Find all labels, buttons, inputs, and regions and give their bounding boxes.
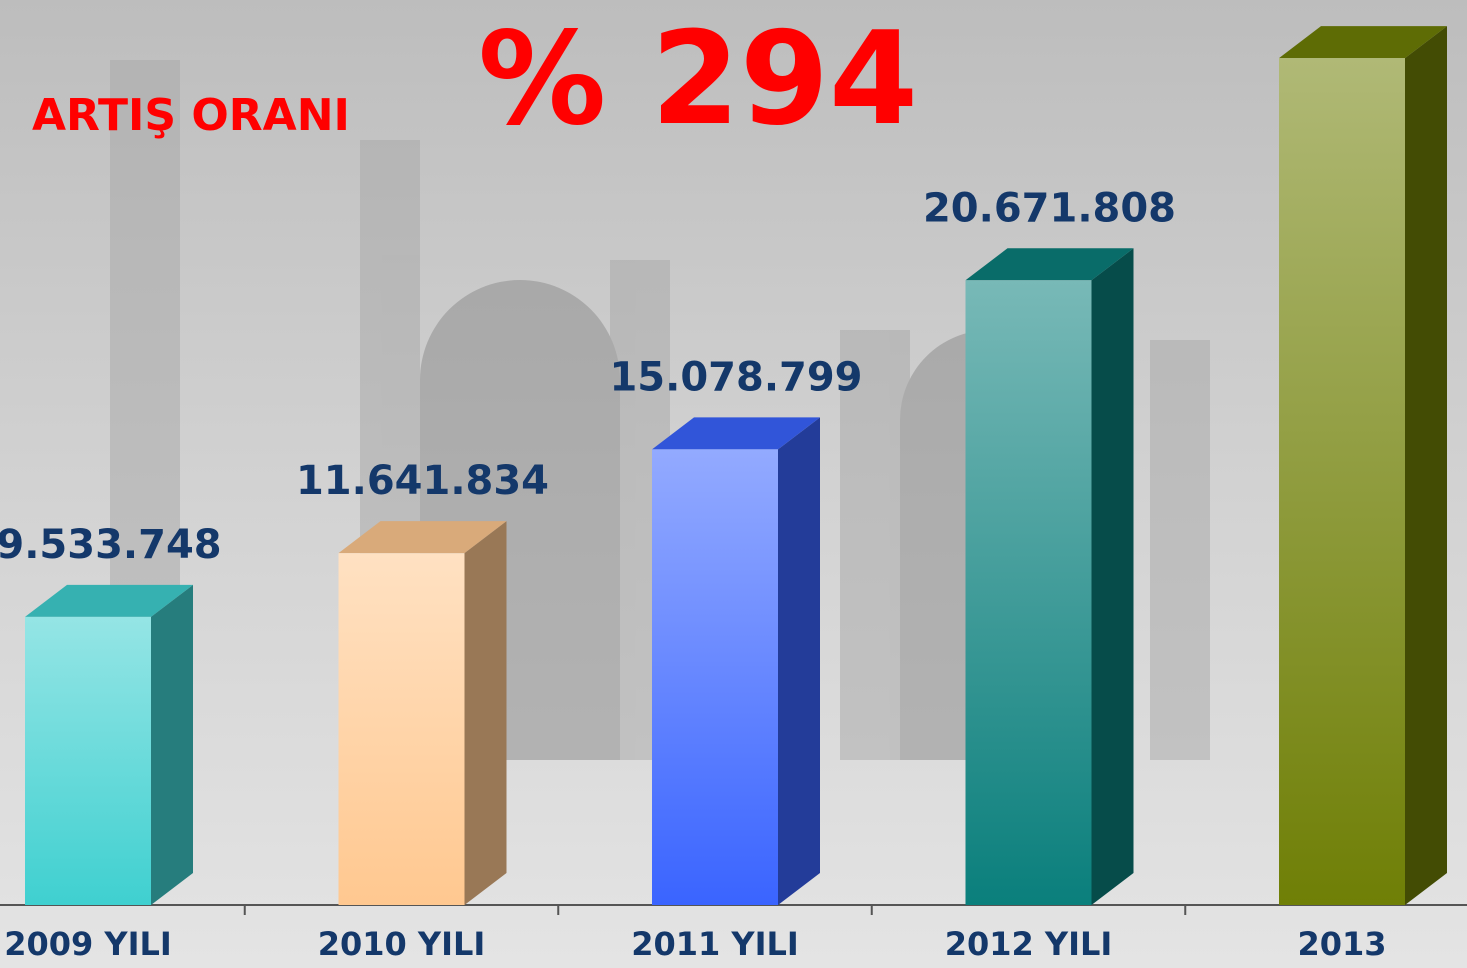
bar-side — [778, 417, 820, 905]
bar-side — [1405, 26, 1447, 905]
value-label: 9.533.748 — [0, 522, 222, 568]
value-label: 20.671.808 — [923, 185, 1176, 231]
value-label: 15.078.799 — [609, 354, 862, 400]
annotation: % 294 — [478, 5, 918, 154]
page: ARTIŞ ORANI % 294 9.533.748 2009 YILI 11.6… — [0, 0, 1467, 968]
bar — [966, 280, 1092, 905]
bar-side — [1092, 248, 1134, 905]
chart: ARTIŞ ORANI % 294 9.533.748 2009 YILI 11.6… — [0, 0, 1467, 968]
x-tick-label: 2011 YILI — [631, 925, 799, 963]
x-tick-label: 2009 YILI — [4, 925, 172, 963]
bar-side — [465, 521, 507, 905]
x-tick-label: 2012 YILI — [945, 925, 1113, 963]
value-label: 28.025.692 — [1213, 0, 1466, 9]
value-label: 11.641.834 — [296, 458, 549, 504]
bar-side — [151, 585, 193, 905]
annotation: ARTIŞ ORANI — [32, 90, 350, 141]
bar — [339, 553, 465, 905]
bar — [1279, 58, 1405, 905]
bar — [652, 449, 778, 905]
bar — [25, 617, 151, 905]
x-tick-label: 2010 YILI — [318, 925, 486, 963]
x-tick-label: 2013 — [1297, 925, 1386, 963]
